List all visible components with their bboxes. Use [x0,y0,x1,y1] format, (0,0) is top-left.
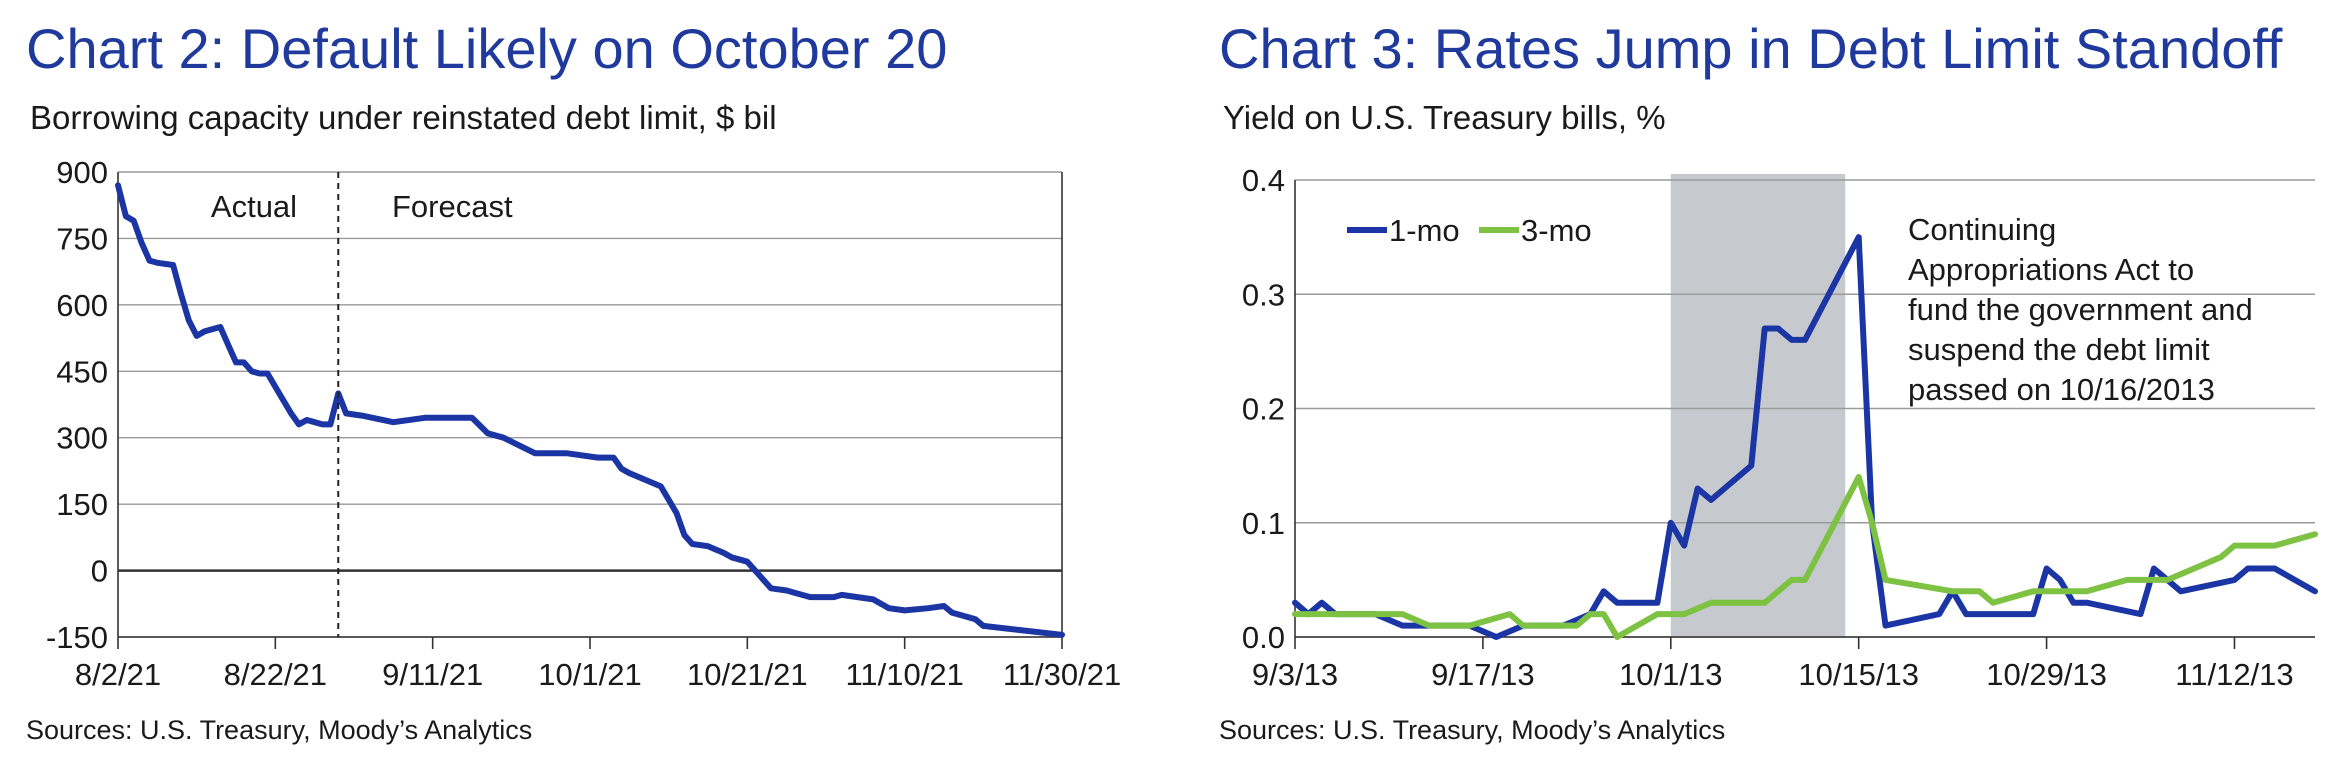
annotation-line: Continuing [1908,212,2056,247]
y-tick-label: 300 [56,421,108,456]
x-tick-label: 11/30/21 [1003,657,1121,692]
chart-3-panel: Chart 3: Rates Jump in Debt Limit Stando… [1169,0,2338,768]
series-line [115,182,1065,638]
legend-label-1-mo: 1-mo [1389,213,1460,248]
y-tick-label: 150 [56,487,108,522]
annotation-line: Appropriations Act to [1908,252,2194,287]
y-tick-label: 0.2 [1242,392,1285,427]
x-tick-label: 8/2/21 [75,657,161,692]
y-tick-label: 0.4 [1242,163,1285,198]
y-tick-label: 450 [56,354,108,389]
y-tick-label: 0.1 [1242,506,1285,541]
series-line-3-mo [1292,474,2318,640]
y-tick-label: 900 [56,155,108,190]
y-tick-label: 0.3 [1242,277,1285,312]
x-tick-label: 9/17/13 [1431,657,1534,692]
y-tick-label: 600 [56,288,108,323]
y-tick-label: 0.0 [1242,620,1285,655]
y-tick-label: 0 [91,554,108,589]
legend-label-3-mo: 3-mo [1521,213,1592,248]
x-tick-label: 10/29/13 [1986,657,2107,692]
x-tick-label: 10/15/13 [1798,657,1919,692]
annotation-line: passed on 10/16/2013 [1908,372,2215,407]
x-tick-label: 10/1/21 [538,657,641,692]
chart-2-panel: Chart 2: Default Likely on October 20 Bo… [26,17,1121,745]
x-tick-label: 11/10/21 [845,657,963,692]
x-tick-label: 9/3/13 [1252,657,1338,692]
x-tick-label: 8/22/21 [224,657,327,692]
y-tick-label: -150 [46,620,108,655]
x-tick-label: 9/11/21 [382,657,483,692]
chart-3-source: Sources: U.S. Treasury, Moody’s Analytic… [1219,715,1726,745]
series-line-1-mo [1292,234,2318,640]
chart-2-title: Chart 2: Default Likely on October 20 [26,17,948,80]
y-tick-label: 750 [56,221,108,256]
chart-2-source: Sources: U.S. Treasury, Moody’s Analytic… [26,715,533,745]
chart-2-subtitle: Borrowing capacity under reinstated debt… [30,99,777,136]
annotation-line: fund the government and [1908,292,2253,327]
annotation-forecast: Forecast [392,189,513,224]
chart-3-plot: 0.4 0.3 0.2 0.1 0.09/3/13 9/17/13 10/1/13 10/15… [1242,163,2318,692]
x-tick-label: 10/21/21 [687,657,808,692]
annotation-line: suspend the debt limit [1908,332,2210,367]
chart-3-title: Chart 3: Rates Jump in Debt Limit Stando… [1219,17,2283,80]
x-tick-label: 11/12/13 [2175,657,2293,692]
chart-3-subtitle: Yield on U.S. Treasury bills, % [1223,99,1666,136]
annotation-actual: Actual [211,189,297,224]
x-tick-label: 10/1/13 [1619,657,1722,692]
